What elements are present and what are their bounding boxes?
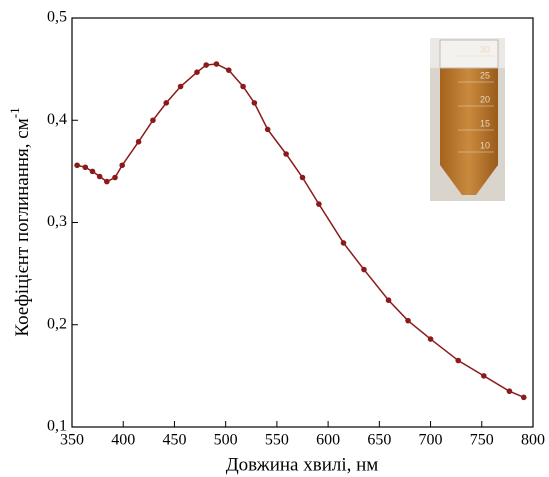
- tube-label: 30: [480, 44, 490, 54]
- data-point: [455, 357, 462, 364]
- data-point: [405, 317, 411, 324]
- x-tick-label: 800: [521, 432, 545, 449]
- data-point: [112, 174, 118, 181]
- data-point: [385, 297, 392, 304]
- x-tick-label: 500: [214, 432, 238, 449]
- x-tick-label: 450: [162, 432, 186, 449]
- data-point: [74, 162, 80, 169]
- data-point: [104, 178, 110, 185]
- y-axis-title-sup: -1: [7, 107, 22, 118]
- tube-label: 15: [480, 118, 490, 128]
- data-point: [177, 83, 184, 90]
- data-point: [283, 151, 289, 157]
- data-point: [520, 394, 527, 401]
- data-point: [264, 126, 271, 133]
- data-point: [299, 174, 306, 181]
- data-point: [96, 173, 103, 180]
- tube-label: 10: [480, 140, 490, 150]
- data-point: [194, 69, 200, 75]
- y-tick-label: 0,1: [47, 418, 67, 435]
- data-point: [163, 100, 170, 106]
- data-point: [89, 168, 96, 175]
- tube-label: 20: [480, 94, 490, 104]
- tube-label: 25: [480, 70, 490, 80]
- data-point: [225, 67, 232, 73]
- x-tick-label: 650: [367, 432, 391, 449]
- x-tick-label: 350: [60, 432, 84, 449]
- data-point: [361, 266, 367, 273]
- data-point: [119, 162, 125, 169]
- data-point: [427, 336, 434, 342]
- x-tick-label: 550: [265, 432, 289, 449]
- data-point: [240, 83, 246, 90]
- data-point: [213, 61, 220, 67]
- data-point: [203, 62, 210, 68]
- inset-photo: [430, 38, 505, 201]
- data-point: [251, 100, 258, 106]
- x-tick-label: 400: [111, 432, 135, 449]
- y-tick-label: 0,5: [47, 9, 67, 26]
- data-point: [82, 164, 89, 171]
- x-tick-label: 750: [470, 432, 494, 449]
- x-tick-label: 600: [316, 432, 340, 449]
- y-tick-label: 0,2: [47, 315, 67, 332]
- x-axis-title: Довжина хвилі, нм: [226, 454, 379, 475]
- data-point: [150, 117, 156, 124]
- y-axis-title-text: Коефіцієнт поглинання, см: [12, 118, 33, 336]
- data-point: [481, 373, 487, 379]
- data-point: [506, 388, 513, 395]
- data-point: [316, 201, 322, 207]
- data-point: [340, 240, 347, 246]
- data-point: [135, 138, 142, 145]
- y-axis-title: Коефіцієнт поглинання, см-1: [7, 107, 33, 336]
- x-tick-label: 700: [419, 432, 443, 449]
- y-tick-label: 0,3: [47, 213, 67, 230]
- y-tick-label: 0,4: [47, 111, 67, 128]
